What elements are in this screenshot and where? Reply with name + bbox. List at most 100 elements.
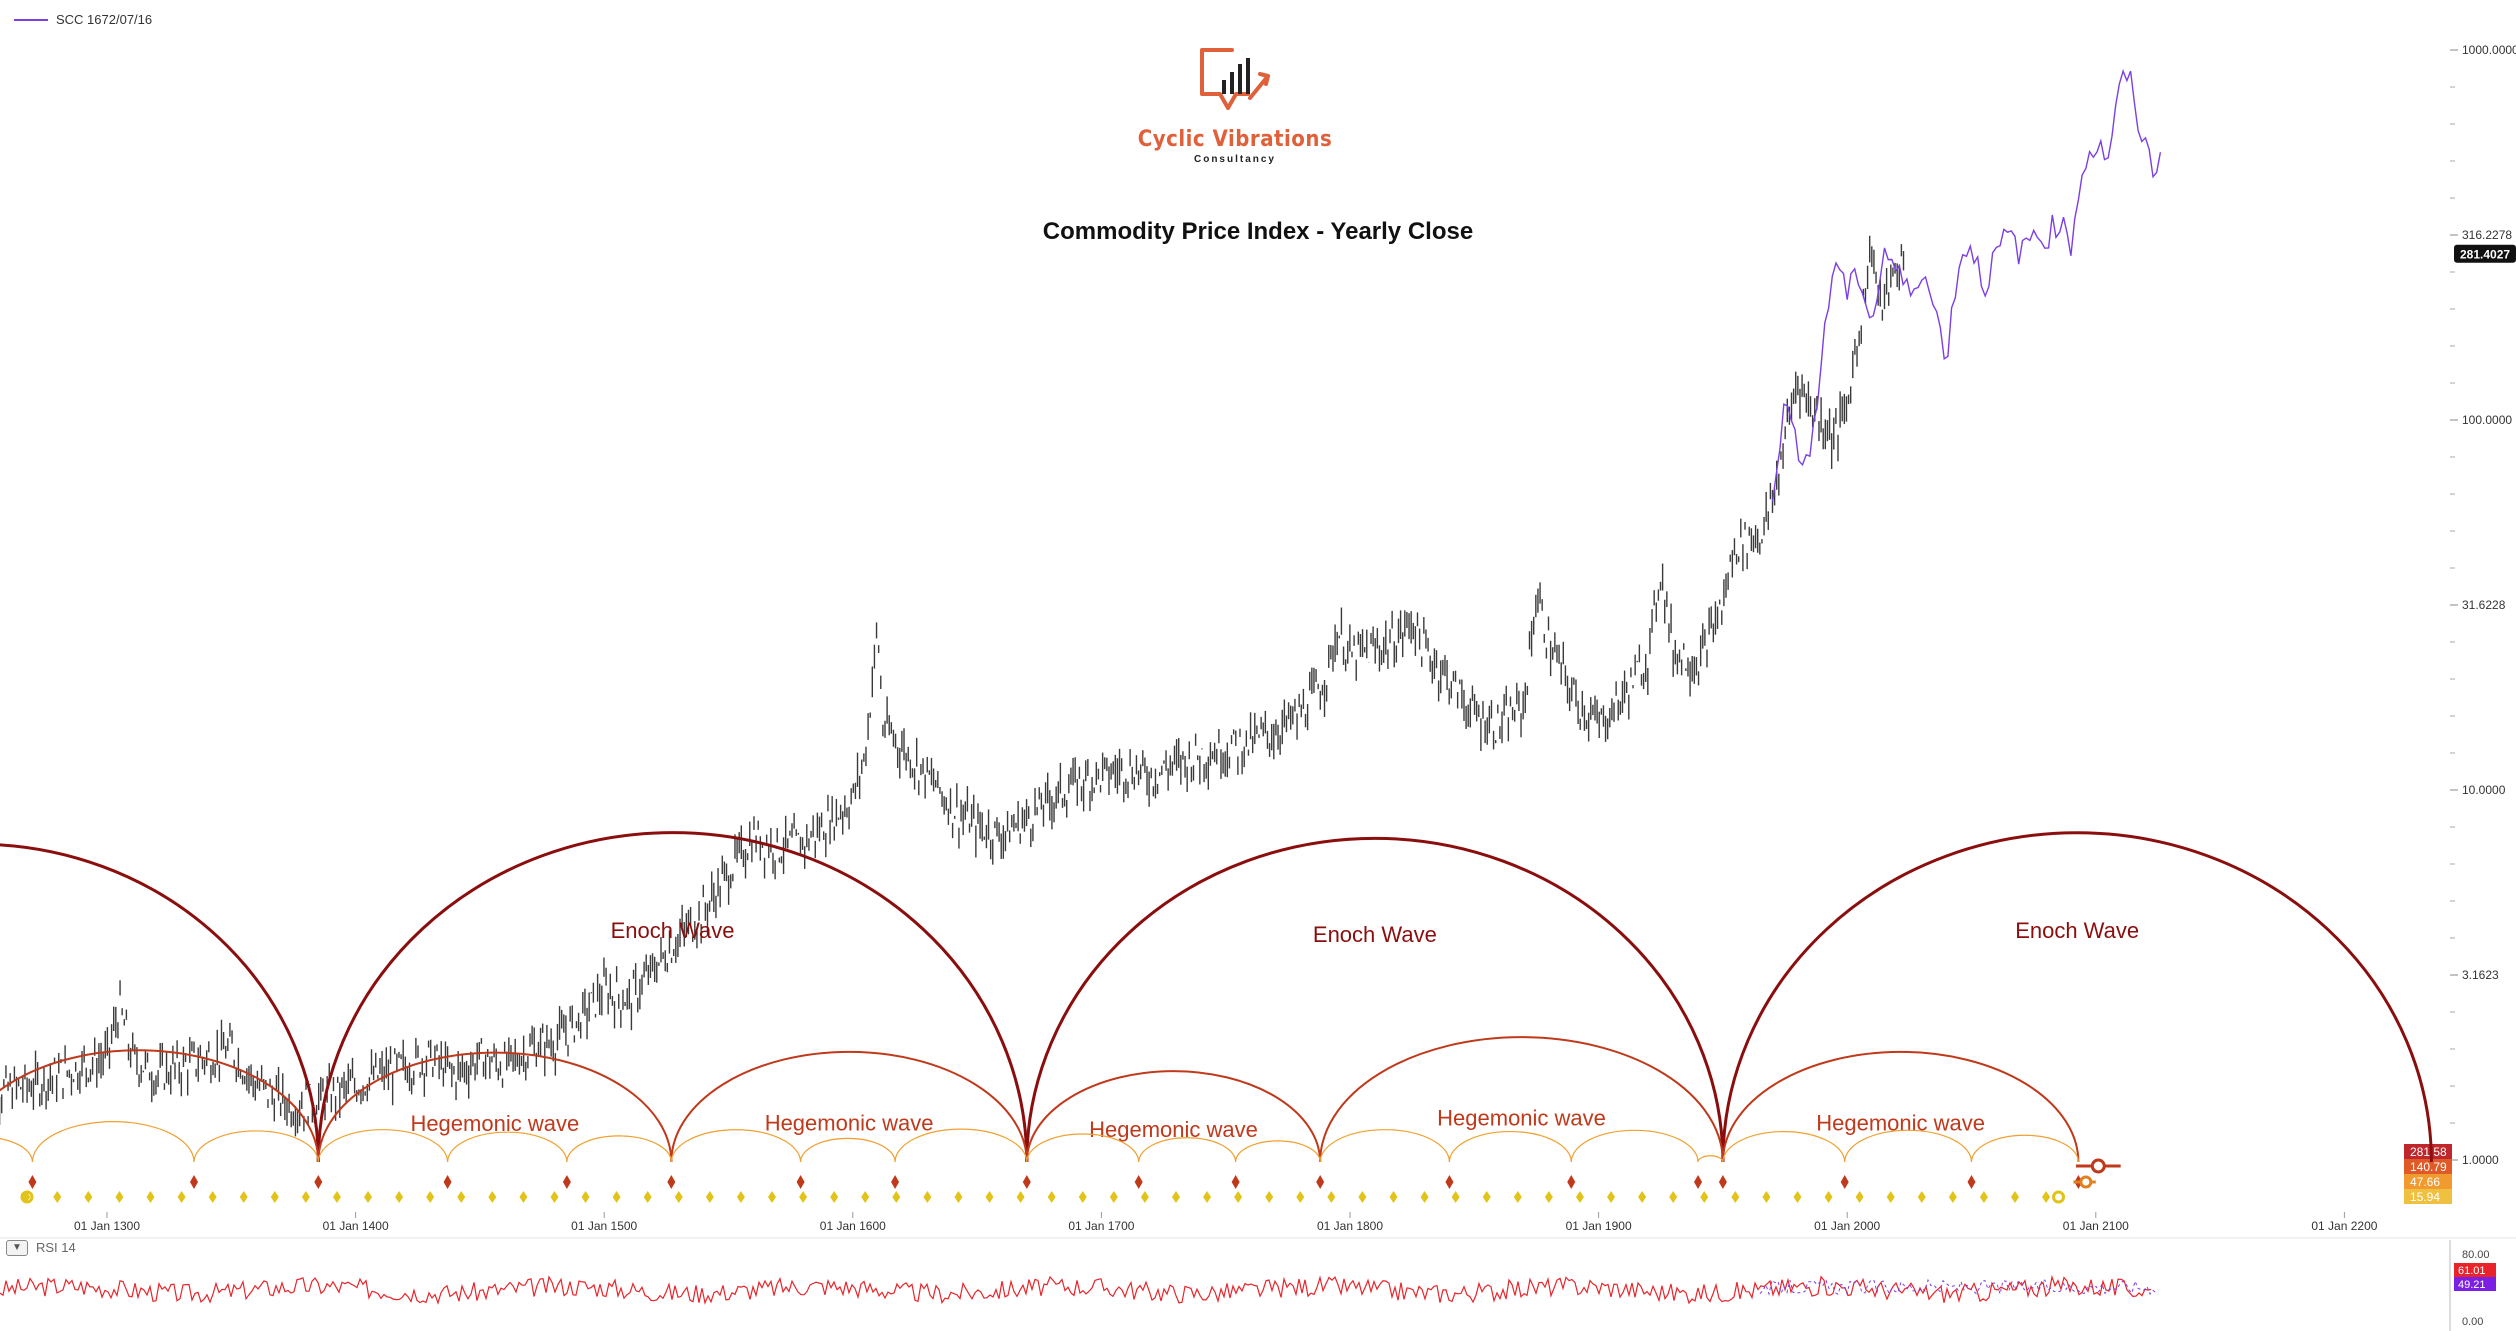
cycle-diamond bbox=[892, 1191, 901, 1203]
enoch-cycle-arc bbox=[1721, 831, 2433, 1163]
cycle-diamond bbox=[1669, 1191, 1678, 1203]
cycle-diamond bbox=[457, 1191, 466, 1203]
cycle-trough-marker bbox=[891, 1175, 900, 1189]
cycle-trough-marker bbox=[314, 1175, 323, 1189]
hegemonic-cycle-arc bbox=[1721, 1050, 2080, 1163]
legend-swatch bbox=[14, 18, 48, 21]
cycle-diamond bbox=[364, 1191, 373, 1203]
cycle-diamond bbox=[301, 1191, 310, 1203]
logo: Cyclic Vibrations Consultancy bbox=[1115, 44, 1355, 165]
rsi-collapse-button[interactable]: ▼ bbox=[6, 1240, 28, 1256]
rsi-value-tag-a bbox=[2454, 1263, 2496, 1277]
minor-cycle-arc bbox=[1026, 1133, 1140, 1163]
cycle-trough-marker bbox=[562, 1175, 571, 1189]
rsi-axis-label: 0.00 bbox=[2462, 1316, 2483, 1328]
cycle-diamond bbox=[643, 1191, 652, 1203]
minor-cycle-arc bbox=[317, 1129, 449, 1163]
cycle-trough-marker bbox=[1134, 1175, 1143, 1189]
cycle-diamond bbox=[1948, 1191, 1957, 1203]
last-price-tag bbox=[2454, 244, 2516, 263]
cycle-diamond bbox=[581, 1191, 590, 1203]
cycle-trough-marker bbox=[1694, 1175, 1703, 1189]
cycle-diamond bbox=[1016, 1191, 1025, 1203]
hegemonic-cycle-label: Hegemonic wave bbox=[1816, 1111, 1985, 1136]
y-tick-label: 3.1623 bbox=[2462, 968, 2499, 982]
minor-cycle-arc bbox=[193, 1130, 319, 1163]
cycle-diamond bbox=[208, 1191, 217, 1203]
projection-marker-minor bbox=[2079, 1175, 2093, 1189]
cycle-diamond bbox=[115, 1191, 124, 1203]
hegemonic-cycle-label: Hegemonic wave bbox=[1437, 1106, 1606, 1131]
minor-cycle-arc bbox=[1235, 1140, 1321, 1163]
logo-chart-icon bbox=[1200, 48, 1270, 110]
cycle-diamond bbox=[1389, 1191, 1398, 1203]
cycle-diamond bbox=[705, 1191, 714, 1203]
rsi-line bbox=[0, 1274, 2152, 1305]
x-tick-label: 01 Jan 1500 bbox=[571, 1219, 637, 1233]
x-tick-label: 01 Jan 1400 bbox=[323, 1219, 389, 1233]
cycle-diamond bbox=[84, 1191, 93, 1203]
minor-cycle-arc bbox=[1970, 1134, 2079, 1163]
cycle-diamond bbox=[1886, 1191, 1895, 1203]
cycle-diamond bbox=[1171, 1191, 1180, 1203]
x-tick-label: 01 Jan 1900 bbox=[1566, 1219, 1632, 1233]
y-tick-label: 1.0000 bbox=[2462, 1153, 2499, 1167]
enoch-cycle-label: Enoch Wave bbox=[611, 918, 735, 943]
cycle-diamond bbox=[1203, 1191, 1212, 1203]
overlay-series-line bbox=[1771, 68, 2162, 502]
price-series-candles bbox=[0, 235, 1905, 1137]
logo-subtitle: Consultancy bbox=[1193, 154, 1276, 165]
enoch-cycle-arc bbox=[0, 843, 320, 1163]
cycle-diamond bbox=[674, 1191, 683, 1203]
y-tick-label: 316.2278 bbox=[2462, 228, 2512, 242]
cycle-diamond bbox=[146, 1191, 155, 1203]
legend-symbol: SCC 1672/07/16 bbox=[56, 12, 153, 27]
cycle-diamond bbox=[1917, 1191, 1926, 1203]
cycle-trough-marker bbox=[796, 1175, 805, 1189]
minor-cycle-arc bbox=[566, 1135, 672, 1163]
x-tick-label: 01 Jan 1300 bbox=[74, 1219, 140, 1233]
enoch-cycle-arc bbox=[1025, 836, 1725, 1163]
cycle-diamond bbox=[1544, 1191, 1553, 1203]
minor-cycle-arc bbox=[446, 1131, 568, 1163]
cycle-diamond bbox=[1078, 1191, 1087, 1203]
x-tick-label: 01 Jan 2100 bbox=[2063, 1219, 2129, 1233]
minor-cycle-arc bbox=[894, 1128, 1028, 1163]
cycle-diamond bbox=[830, 1191, 839, 1203]
cycle-diamond bbox=[1575, 1191, 1584, 1203]
cycle-diamond bbox=[1700, 1191, 1709, 1203]
cycle-diamond bbox=[519, 1191, 528, 1203]
logo-brand: Cyclic Vibrations bbox=[1137, 127, 1333, 152]
minor-cycle-arc bbox=[1844, 1129, 1973, 1163]
cycle-trough-marker bbox=[1967, 1175, 1976, 1189]
y-tick-label: 10.0000 bbox=[2462, 783, 2506, 797]
cycle-diamond bbox=[395, 1191, 404, 1203]
cycle-diamond bbox=[768, 1191, 777, 1203]
legend[interactable]: SCC 1672/07/16 bbox=[14, 12, 152, 27]
cycle-diamond bbox=[1793, 1191, 1802, 1203]
cycle-diamond bbox=[177, 1191, 186, 1203]
hegemonic-cycle-arc bbox=[670, 1050, 1028, 1163]
cycle-trough-marker bbox=[190, 1175, 199, 1189]
hegemonic-cycle-label: Hegemonic wave bbox=[410, 1111, 579, 1136]
cycle-start-marker bbox=[20, 1190, 34, 1204]
cycle-diamond bbox=[799, 1191, 808, 1203]
last-price-label: 281.4027 bbox=[2460, 248, 2510, 262]
cycle-diamond bbox=[2011, 1191, 2020, 1203]
hegemonic-cycle-label: Hegemonic wave bbox=[1089, 1117, 1258, 1142]
minor-cycle-arc bbox=[1448, 1131, 1572, 1163]
cycle-diamond bbox=[53, 1191, 62, 1203]
x-tick-label: 01 Jan 2000 bbox=[1814, 1219, 1880, 1233]
rsi-overlay-line bbox=[1759, 1278, 2157, 1296]
cycle-diamond bbox=[1265, 1191, 1274, 1203]
cycle-diamond bbox=[1824, 1191, 1833, 1203]
plot-area: 1000.0000 316.2278 100.0000 31.6228 10.0000 3… bbox=[0, 43, 2516, 1331]
minor-cycle-arc bbox=[1697, 1155, 1724, 1163]
cycle-diamond bbox=[1109, 1191, 1118, 1203]
cycle-price-tag bbox=[2404, 1159, 2452, 1174]
cycle-diamond bbox=[239, 1191, 248, 1203]
minor-cycle-arc bbox=[1138, 1137, 1237, 1163]
cycle-diamond bbox=[1420, 1191, 1429, 1203]
cycle-diamond bbox=[1855, 1191, 1864, 1203]
